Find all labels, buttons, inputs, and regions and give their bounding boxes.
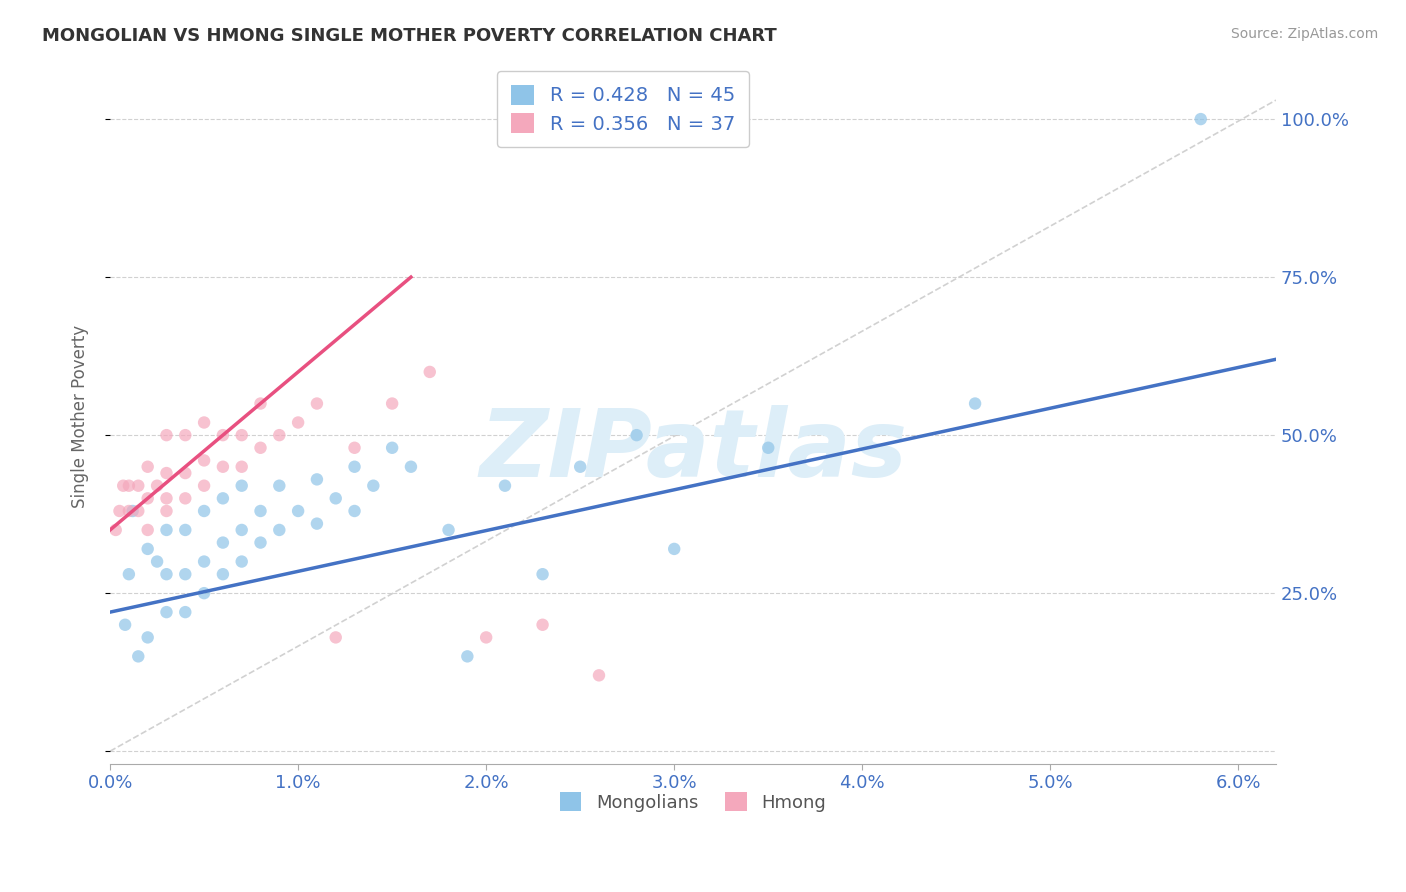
- Point: [104, 523, 127, 537]
- Point: [193, 453, 215, 467]
- Point: [756, 441, 779, 455]
- Point: [588, 668, 610, 682]
- Point: [136, 541, 159, 556]
- Point: [155, 491, 177, 506]
- Point: [249, 535, 271, 549]
- Point: [174, 567, 197, 582]
- Point: [212, 428, 235, 442]
- Point: [399, 459, 422, 474]
- Point: [381, 441, 404, 455]
- Point: [127, 504, 149, 518]
- Point: [437, 523, 460, 537]
- Point: [531, 567, 554, 582]
- Point: [305, 516, 328, 531]
- Point: [212, 491, 235, 506]
- Point: [174, 428, 197, 442]
- Text: ZIPatlas: ZIPatlas: [479, 405, 907, 497]
- Point: [193, 555, 215, 569]
- Point: [193, 504, 215, 518]
- Point: [155, 466, 177, 480]
- Point: [118, 479, 141, 493]
- Point: [531, 617, 554, 632]
- Point: [155, 567, 177, 582]
- Point: [231, 459, 253, 474]
- Point: [155, 523, 177, 537]
- Point: [325, 631, 347, 645]
- Point: [155, 605, 177, 619]
- Point: [456, 649, 478, 664]
- Point: [174, 466, 197, 480]
- Point: [114, 617, 136, 632]
- Point: [174, 605, 197, 619]
- Point: [325, 491, 347, 506]
- Point: [155, 428, 177, 442]
- Text: Source: ZipAtlas.com: Source: ZipAtlas.com: [1230, 27, 1378, 41]
- Point: [419, 365, 441, 379]
- Point: [269, 479, 291, 493]
- Point: [146, 555, 169, 569]
- Point: [1189, 112, 1212, 127]
- Point: [127, 479, 149, 493]
- Point: [475, 631, 498, 645]
- Point: [249, 504, 271, 518]
- Point: [287, 416, 309, 430]
- Point: [127, 649, 149, 664]
- Point: [965, 396, 987, 410]
- Point: [249, 396, 271, 410]
- Point: [231, 479, 253, 493]
- Point: [231, 428, 253, 442]
- Legend: Mongolians, Hmong: Mongolians, Hmong: [547, 780, 839, 824]
- Point: [118, 567, 141, 582]
- Point: [193, 586, 215, 600]
- Point: [305, 396, 328, 410]
- Point: [108, 504, 131, 518]
- Point: [121, 504, 143, 518]
- Point: [287, 504, 309, 518]
- Point: [146, 479, 169, 493]
- Point: [269, 523, 291, 537]
- Point: [305, 472, 328, 486]
- Point: [343, 441, 366, 455]
- Y-axis label: Single Mother Poverty: Single Mother Poverty: [72, 325, 89, 508]
- Point: [231, 555, 253, 569]
- Point: [155, 504, 177, 518]
- Point: [269, 428, 291, 442]
- Point: [212, 567, 235, 582]
- Point: [112, 479, 135, 493]
- Point: [136, 459, 159, 474]
- Point: [343, 459, 366, 474]
- Point: [363, 479, 385, 493]
- Point: [174, 491, 197, 506]
- Point: [174, 523, 197, 537]
- Point: [193, 416, 215, 430]
- Point: [626, 428, 648, 442]
- Point: [664, 541, 686, 556]
- Point: [569, 459, 592, 474]
- Point: [118, 504, 141, 518]
- Point: [136, 491, 159, 506]
- Point: [212, 535, 235, 549]
- Text: MONGOLIAN VS HMONG SINGLE MOTHER POVERTY CORRELATION CHART: MONGOLIAN VS HMONG SINGLE MOTHER POVERTY…: [42, 27, 778, 45]
- Point: [494, 479, 516, 493]
- Point: [381, 396, 404, 410]
- Point: [249, 441, 271, 455]
- Point: [136, 523, 159, 537]
- Point: [193, 479, 215, 493]
- Point: [231, 523, 253, 537]
- Point: [136, 631, 159, 645]
- Point: [343, 504, 366, 518]
- Point: [212, 459, 235, 474]
